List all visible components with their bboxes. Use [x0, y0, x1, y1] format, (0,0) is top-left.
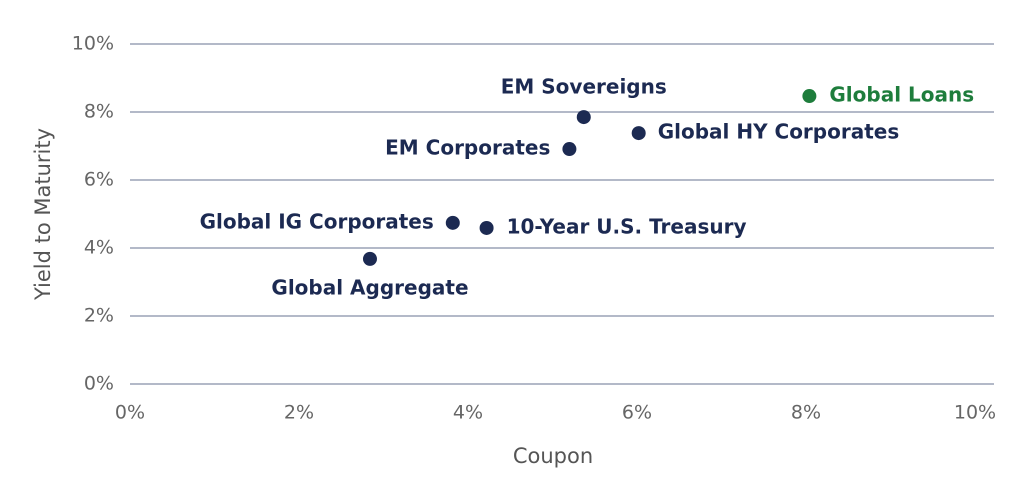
- point-label: EM Sovereigns: [501, 75, 667, 99]
- x-tick-label: 0%: [115, 402, 145, 424]
- y-tick-label: 4%: [84, 237, 114, 259]
- y-axis-title: Yield to Maturity: [31, 128, 55, 301]
- y-tick-label: 10%: [72, 33, 114, 55]
- point: [802, 89, 817, 104]
- y-tick-label: 8%: [84, 101, 114, 123]
- point: [445, 215, 460, 230]
- point: [362, 251, 377, 266]
- point-label: Global Aggregate: [271, 275, 468, 299]
- x-axis-title: Coupon: [513, 444, 593, 468]
- point: [562, 142, 577, 157]
- point-label: Global HY Corporates: [658, 120, 900, 144]
- y-tick-label: 6%: [84, 169, 114, 191]
- point: [631, 126, 646, 141]
- point-label: Global IG Corporates: [200, 209, 434, 233]
- point-label: EM Corporates: [385, 136, 550, 160]
- y-tick-label: 0%: [84, 373, 114, 395]
- x-tick-label: 2%: [284, 402, 314, 424]
- x-tick-label: 10%: [954, 402, 996, 424]
- point-label: 10-Year U.S. Treasury: [507, 214, 747, 238]
- point: [479, 220, 494, 235]
- point: [576, 110, 591, 125]
- x-tick-label: 8%: [791, 402, 821, 424]
- y-tick-label: 2%: [84, 305, 114, 327]
- x-tick-label: 6%: [622, 402, 652, 424]
- x-tick-label: 4%: [453, 402, 483, 424]
- point-label: Global Loans: [829, 83, 974, 107]
